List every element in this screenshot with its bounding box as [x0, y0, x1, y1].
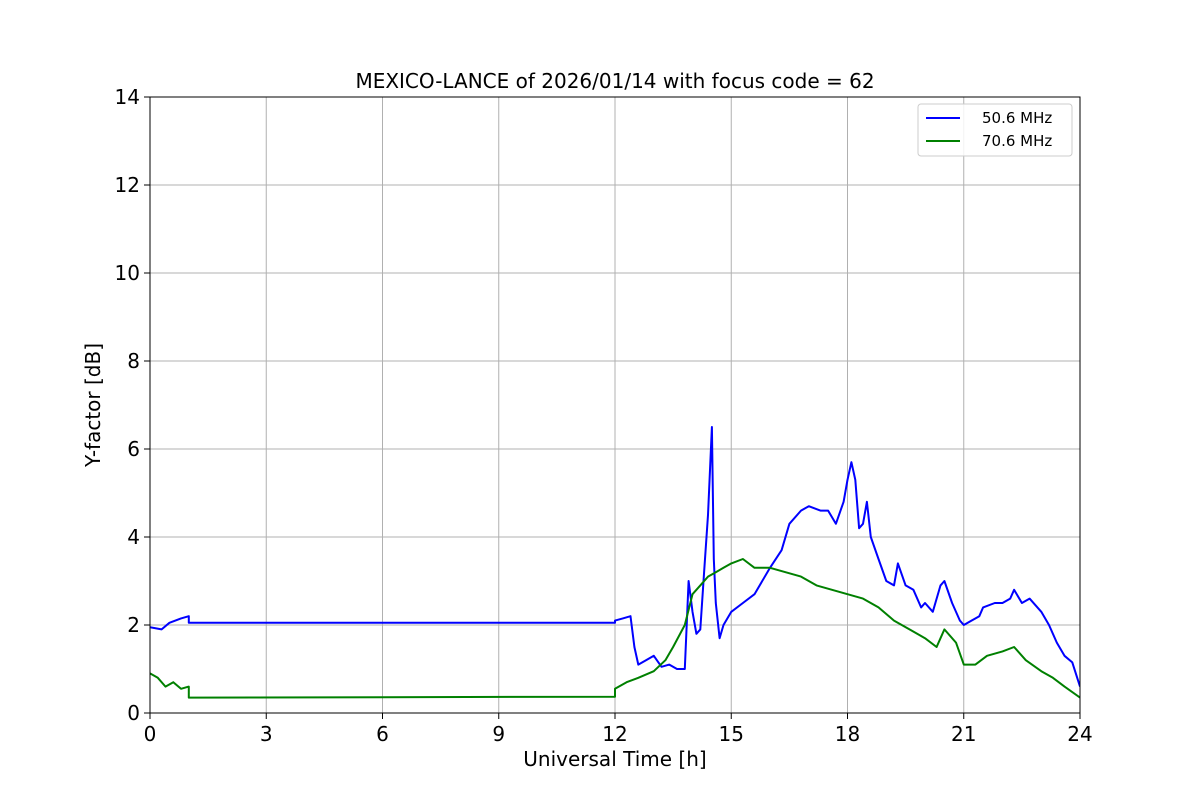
x-tick-label: 12	[602, 722, 627, 746]
series-line-2	[150, 558, 1080, 699]
x-tick-label: 9	[492, 722, 505, 746]
series-layer	[150, 426, 1080, 699]
y-tick-label: 12	[115, 173, 140, 197]
series-line-1	[150, 426, 1080, 687]
y-tick-label: 10	[115, 261, 140, 285]
x-tick-label: 0	[144, 722, 157, 746]
y-tick-label: 4	[127, 525, 140, 549]
y-tick-label: 0	[127, 701, 140, 725]
y-tick-label: 6	[127, 437, 140, 461]
y-axis-label: Y-factor [dB]	[81, 343, 105, 468]
legend-label-2: 70.6 MHz	[982, 132, 1052, 150]
y-tick-label: 8	[127, 349, 140, 373]
x-tick-label: 21	[951, 722, 976, 746]
x-tick-label: 6	[376, 722, 389, 746]
legend: 50.6 MHz 70.6 MHz	[917, 103, 1073, 157]
x-axis-label: Universal Time [h]	[523, 747, 706, 771]
y-tick-label: 14	[115, 85, 140, 109]
x-tick-label: 18	[835, 722, 860, 746]
x-tick-label: 15	[719, 722, 744, 746]
chart-title: MEXICO-LANCE of 2026/01/14 with focus co…	[355, 69, 874, 93]
y-tick-label: 2	[127, 613, 140, 637]
x-tick-label: 24	[1067, 722, 1092, 746]
legend-label-1: 50.6 MHz	[982, 109, 1052, 127]
x-tick-label: 3	[260, 722, 273, 746]
